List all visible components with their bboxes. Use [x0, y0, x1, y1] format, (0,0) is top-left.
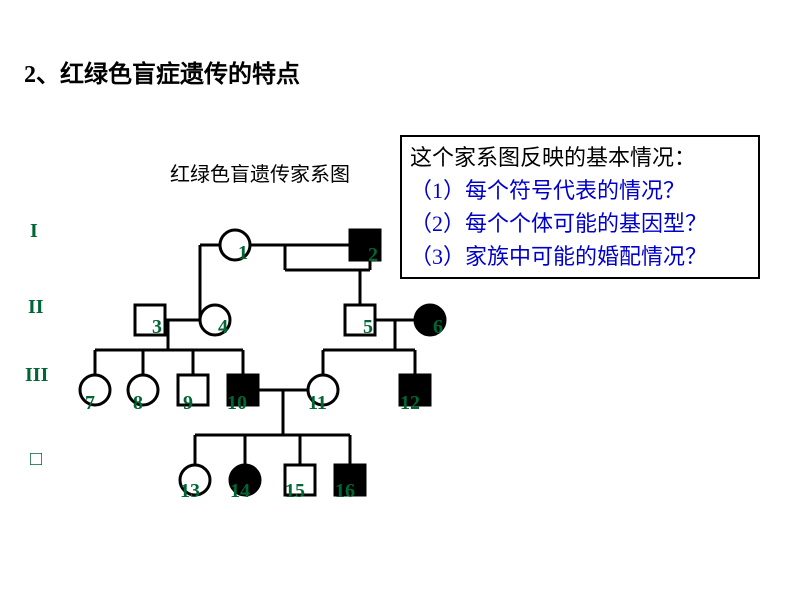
- individual-number: 12: [400, 392, 420, 415]
- generation-label: □: [30, 448, 42, 471]
- individual-number: 13: [180, 480, 200, 503]
- pedigree-caption: 红绿色盲遗传家系图: [170, 158, 350, 187]
- generation-label: III: [25, 364, 48, 387]
- individual-number: 16: [335, 480, 355, 503]
- individual-number: 6: [433, 316, 443, 339]
- individual-number: 9: [183, 392, 193, 415]
- individual-number: 5: [363, 316, 373, 339]
- individual-number: 7: [85, 392, 95, 415]
- individual-number: 2: [368, 244, 378, 267]
- slide-heading: 2、红绿色盲症遗传的特点: [24, 54, 300, 89]
- generation-label: I: [30, 220, 38, 243]
- info-title: 这个家系图反映的基本情况：: [410, 141, 750, 174]
- individual-number: 8: [133, 392, 143, 415]
- individual-number: 1: [238, 242, 248, 265]
- individual-number: 14: [230, 480, 250, 503]
- individual-number: 15: [285, 480, 305, 503]
- individual-number: 4: [218, 316, 228, 339]
- generation-label: II: [28, 296, 44, 319]
- individual-number: 3: [152, 316, 162, 339]
- pedigree-diagram: [70, 200, 490, 510]
- individual-number: 10: [227, 392, 247, 415]
- individual-number: 11: [308, 392, 327, 415]
